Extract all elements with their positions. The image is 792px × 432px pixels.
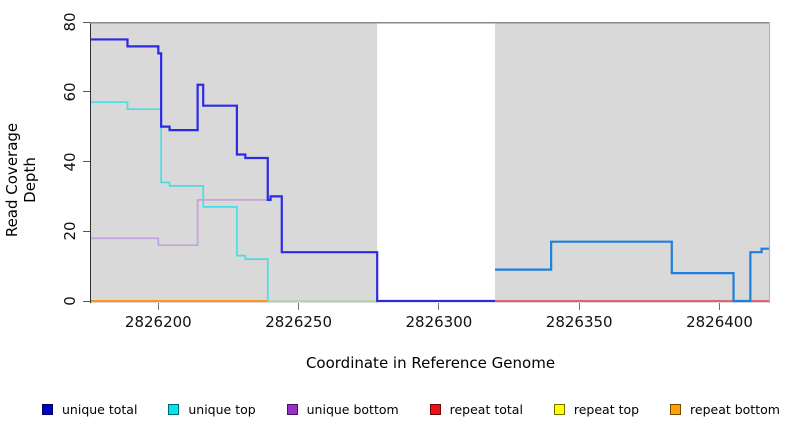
y-tick-mark (83, 91, 90, 93)
y-axis-line (90, 22, 91, 303)
x-tick-label: 2826300 (405, 313, 473, 331)
legend-label: unique total (62, 401, 138, 417)
x-tick-label: 2826350 (545, 313, 613, 331)
series-unique-bottom-line (91, 199, 268, 247)
legend-item-unique-total: unique total (42, 402, 137, 417)
y-tick-mark (83, 230, 90, 232)
legend-item-unique-top: unique top (168, 401, 256, 417)
series-total-right-line (495, 240, 770, 303)
legend-swatch-repeat-bottom-icon (670, 403, 682, 415)
legend: unique total unique top unique bottom repea… (42, 397, 780, 421)
legend-swatch-unique-total-icon (42, 403, 53, 415)
legend-item-unique-bottom: unique bottom (286, 401, 399, 417)
y-tick-mark (83, 161, 90, 162)
series-unique-top-line (91, 101, 269, 301)
legend-label: repeat bottom (690, 401, 780, 417)
series-unique-total-left-line (91, 38, 496, 303)
legend-swatch-repeat-top-icon (553, 403, 565, 415)
legend-swatch-unique-top-icon (168, 403, 180, 415)
x-axis-title: Coordinate in Reference Genome (305, 354, 556, 372)
y-tick-label: 60 (61, 82, 79, 102)
x-tick-mark (298, 303, 300, 310)
legend-label: unique top (188, 401, 256, 417)
legend-item-repeat-bottom: repeat bottom (670, 402, 780, 417)
legend-item-repeat-total: repeat total (429, 401, 523, 417)
legend-label: unique bottom (306, 401, 399, 417)
y-tick-mark (83, 300, 90, 302)
y-tick-label: 20 (61, 221, 79, 241)
legend-swatch-repeat-total-icon (429, 403, 441, 415)
y-tick-label: 80 (61, 12, 79, 32)
x-tick-label: 2826250 (265, 313, 333, 331)
x-tick-mark (438, 303, 440, 310)
x-tick-mark (578, 303, 580, 310)
x-tick-label: 2826200 (124, 313, 192, 331)
legend-label: repeat top (573, 401, 640, 417)
coverage-gap-band (377, 23, 496, 303)
y-axis-title: Read Coverage Depth (3, 122, 39, 238)
x-tick-mark (157, 303, 159, 310)
x-tick-mark (718, 303, 720, 310)
y-tick-label: 40 (61, 151, 79, 172)
legend-label: repeat total (449, 401, 523, 417)
x-tick-label: 2826400 (686, 313, 753, 331)
legend-swatch-unique-bottom-icon (286, 403, 298, 415)
plot-area (90, 22, 771, 303)
legend-item-repeat-top: repeat top (553, 401, 640, 417)
coverage-step-chart (90, 22, 771, 303)
y-tick-mark (83, 21, 90, 23)
y-tick-label: 0 (61, 296, 79, 306)
